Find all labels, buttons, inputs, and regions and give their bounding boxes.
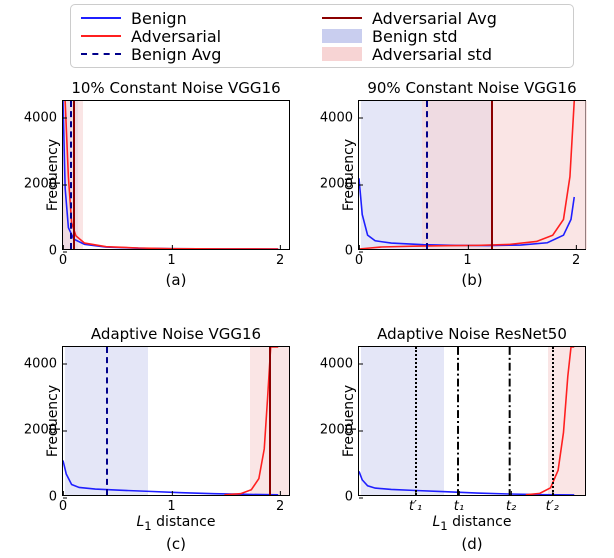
legend-col-right: Adversarial Avg Benign std Adversarial s…	[322, 9, 563, 63]
y-tick: 4000	[320, 110, 359, 125]
x-axis-label: L1 distance	[359, 514, 585, 533]
legend-item-benign-std: Benign std	[322, 27, 563, 45]
adversarial-curve	[359, 101, 574, 249]
adversarial-curve	[526, 347, 574, 495]
y-tick: 2000	[24, 177, 63, 192]
legend-label: Adversarial std	[372, 45, 492, 64]
y-tick: 4000	[320, 356, 359, 371]
x-tick: t′₁	[409, 495, 422, 514]
line-icon	[81, 17, 121, 19]
legend-swatch-adversarial-avg	[322, 11, 362, 25]
panel-title: 90% Constant Noise VGG16	[359, 79, 585, 97]
y-tick: 2000	[320, 177, 359, 192]
panel-caption: (d)	[359, 535, 585, 553]
y-axis-label: Frequency	[341, 139, 357, 211]
legend-label: Benign	[131, 9, 187, 28]
x-tick: 2	[276, 495, 284, 514]
y-axis-label: Frequency	[45, 385, 61, 457]
x-tick: 0	[355, 249, 363, 268]
panel-d: Adaptive Noise ResNet50 Frequency L1 dis…	[358, 346, 586, 496]
benign-avg-line	[106, 347, 108, 495]
x-tick: t′₂	[546, 495, 559, 514]
x-tick: 2	[276, 249, 284, 268]
benign-avg-line	[70, 101, 72, 249]
adversarial-avg-line	[491, 101, 493, 249]
legend-item-adversarial: Adversarial	[81, 27, 322, 45]
x-tick: 1	[167, 249, 175, 268]
legend-item-adversarial-std: Adversarial std	[322, 45, 563, 63]
y-tick: 0	[345, 490, 359, 505]
patch-icon	[322, 47, 362, 61]
figure-root: Benign Adversarial Benign Avg Adversa	[0, 0, 614, 558]
x-tick: 1	[167, 495, 175, 514]
y-tick: 4000	[24, 110, 63, 125]
legend-item-benign-avg: Benign Avg	[81, 45, 322, 63]
panel-title: 10% Constant Noise VGG16	[63, 79, 289, 97]
legend-label: Benign std	[372, 27, 458, 46]
legend: Benign Adversarial Benign Avg Adversa	[70, 4, 574, 68]
benign-curve	[63, 101, 278, 249]
legend-label: Benign Avg	[131, 45, 221, 64]
x-tick: 1	[463, 249, 471, 268]
y-axis-label: Frequency	[341, 385, 357, 457]
legend-label: Adversarial	[131, 27, 221, 46]
threshold-line	[415, 347, 417, 495]
panel-b: 90% Constant Noise VGG16 Frequency (b) 0…	[358, 100, 586, 250]
legend-col-left: Benign Adversarial Benign Avg	[81, 9, 322, 63]
benign-curve	[63, 460, 278, 494]
x-tick: 0	[59, 495, 67, 514]
legend-swatch-adversarial	[81, 29, 121, 43]
panel-caption: (a)	[63, 271, 289, 289]
plot-svg	[63, 101, 289, 249]
benign-avg-line	[426, 101, 428, 249]
legend-item-benign: Benign	[81, 9, 322, 27]
panel-caption: (c)	[63, 535, 289, 553]
line-icon	[81, 35, 121, 37]
x-tick: t₂	[506, 495, 516, 514]
adversarial-avg-line	[269, 347, 271, 495]
plot-svg	[63, 347, 289, 495]
x-tick: 2	[572, 249, 580, 268]
legend-swatch-adversarial-std	[322, 47, 362, 61]
adversarial-curve	[65, 101, 278, 249]
legend-swatch-benign-avg	[81, 47, 121, 61]
panel-caption: (b)	[359, 271, 585, 289]
plot-svg	[359, 347, 585, 495]
legend-swatch-benign	[81, 11, 121, 25]
legend-label: Adversarial Avg	[372, 9, 497, 28]
y-axis-label: Frequency	[45, 139, 61, 211]
patch-icon	[322, 29, 362, 43]
line-icon	[322, 17, 362, 19]
panel-title: Adaptive Noise ResNet50	[359, 325, 585, 343]
x-tick: t₁	[454, 495, 464, 514]
y-tick: 2000	[320, 423, 359, 438]
y-tick: 4000	[24, 356, 63, 371]
legend-swatch-benign-std	[322, 29, 362, 43]
panel-title: Adaptive Noise VGG16	[63, 325, 289, 343]
benign-curve	[359, 178, 574, 245]
plot-svg	[359, 101, 585, 249]
panel-a: 10% Constant Noise VGG16 Frequency (a) 0…	[62, 100, 290, 250]
threshold-line	[552, 347, 554, 495]
x-axis-label: L1 distance	[63, 514, 289, 533]
panel-c: Adaptive Noise VGG16 Frequency L1 distan…	[62, 346, 290, 496]
legend-item-adversarial-avg: Adversarial Avg	[322, 9, 563, 27]
y-tick: 2000	[24, 423, 63, 438]
adversarial-avg-line	[73, 101, 75, 249]
line-icon	[81, 53, 121, 55]
x-tick: 0	[59, 249, 67, 268]
